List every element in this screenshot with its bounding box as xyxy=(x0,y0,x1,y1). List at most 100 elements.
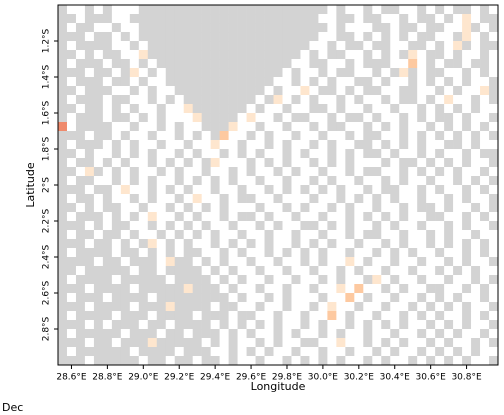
cell xyxy=(66,194,77,204)
cell xyxy=(138,257,149,267)
cell xyxy=(408,104,418,114)
cell xyxy=(66,329,77,339)
cell xyxy=(282,167,292,177)
cell xyxy=(210,275,220,285)
cell xyxy=(318,131,328,141)
cell xyxy=(237,50,247,60)
cell xyxy=(75,32,86,42)
cell xyxy=(237,230,247,240)
cell xyxy=(399,32,409,42)
cell xyxy=(228,68,238,78)
cell xyxy=(282,122,292,132)
cell xyxy=(480,140,490,150)
cell xyxy=(58,293,68,303)
cell xyxy=(354,293,364,303)
cell xyxy=(462,266,472,276)
cell xyxy=(174,41,185,51)
cell xyxy=(102,194,113,204)
cell xyxy=(291,86,301,96)
cell xyxy=(462,311,472,321)
cell xyxy=(426,5,436,15)
cell xyxy=(120,212,131,222)
cell xyxy=(318,275,328,285)
cell xyxy=(354,68,364,78)
cell xyxy=(192,338,202,348)
cell xyxy=(255,122,265,132)
cell xyxy=(291,284,301,294)
cell xyxy=(165,212,176,222)
cell xyxy=(93,32,104,42)
cell xyxy=(471,284,481,294)
cell xyxy=(129,320,140,330)
cell xyxy=(354,356,364,366)
cell xyxy=(228,221,238,231)
cell xyxy=(318,311,328,321)
cell xyxy=(363,59,373,69)
cell xyxy=(372,167,382,177)
cell xyxy=(66,347,77,357)
cell xyxy=(192,221,202,231)
cell xyxy=(291,5,301,15)
cell xyxy=(354,167,364,177)
cell xyxy=(75,266,86,276)
cell xyxy=(210,320,220,330)
cell xyxy=(210,122,220,132)
cell xyxy=(354,113,364,123)
cell xyxy=(264,77,274,87)
cell xyxy=(201,68,211,78)
cell xyxy=(354,41,364,51)
cell xyxy=(183,194,193,204)
cell xyxy=(75,14,86,24)
cell xyxy=(111,86,122,96)
chart-title: Dec xyxy=(2,401,23,414)
cell xyxy=(390,23,400,33)
cell xyxy=(120,266,131,276)
cell xyxy=(318,149,328,159)
cell xyxy=(129,347,140,357)
cell xyxy=(84,140,95,150)
cell xyxy=(462,221,472,231)
cell xyxy=(327,266,337,276)
cell xyxy=(408,212,418,222)
cell xyxy=(435,347,445,357)
cell xyxy=(129,59,140,69)
cell xyxy=(138,5,149,15)
cell xyxy=(210,185,220,195)
cell xyxy=(345,104,355,114)
cell xyxy=(300,203,310,213)
cell xyxy=(282,176,292,186)
cell xyxy=(399,5,409,15)
cell xyxy=(129,329,140,339)
cell xyxy=(84,275,95,285)
cell xyxy=(273,86,283,96)
cell xyxy=(255,149,265,159)
cell xyxy=(264,113,274,123)
cell xyxy=(273,338,283,348)
cell xyxy=(453,221,463,231)
cell xyxy=(417,194,427,204)
cell xyxy=(111,212,122,222)
cell xyxy=(372,356,382,366)
cell xyxy=(111,23,122,33)
cell xyxy=(480,50,490,60)
cell xyxy=(219,239,229,249)
cell xyxy=(471,311,481,321)
cell xyxy=(399,275,409,285)
cell xyxy=(336,86,346,96)
cell xyxy=(201,14,211,24)
cell xyxy=(156,239,167,249)
cell xyxy=(381,185,391,195)
cell xyxy=(480,347,490,357)
cell xyxy=(453,131,463,141)
cell xyxy=(336,230,346,240)
cell xyxy=(111,329,122,339)
cell xyxy=(165,347,176,357)
cell xyxy=(381,14,391,24)
cell xyxy=(120,185,131,195)
cell xyxy=(336,293,346,303)
cell xyxy=(372,347,382,357)
cell xyxy=(156,311,167,321)
cell xyxy=(435,338,445,348)
cell xyxy=(318,5,328,15)
cell xyxy=(120,122,131,132)
